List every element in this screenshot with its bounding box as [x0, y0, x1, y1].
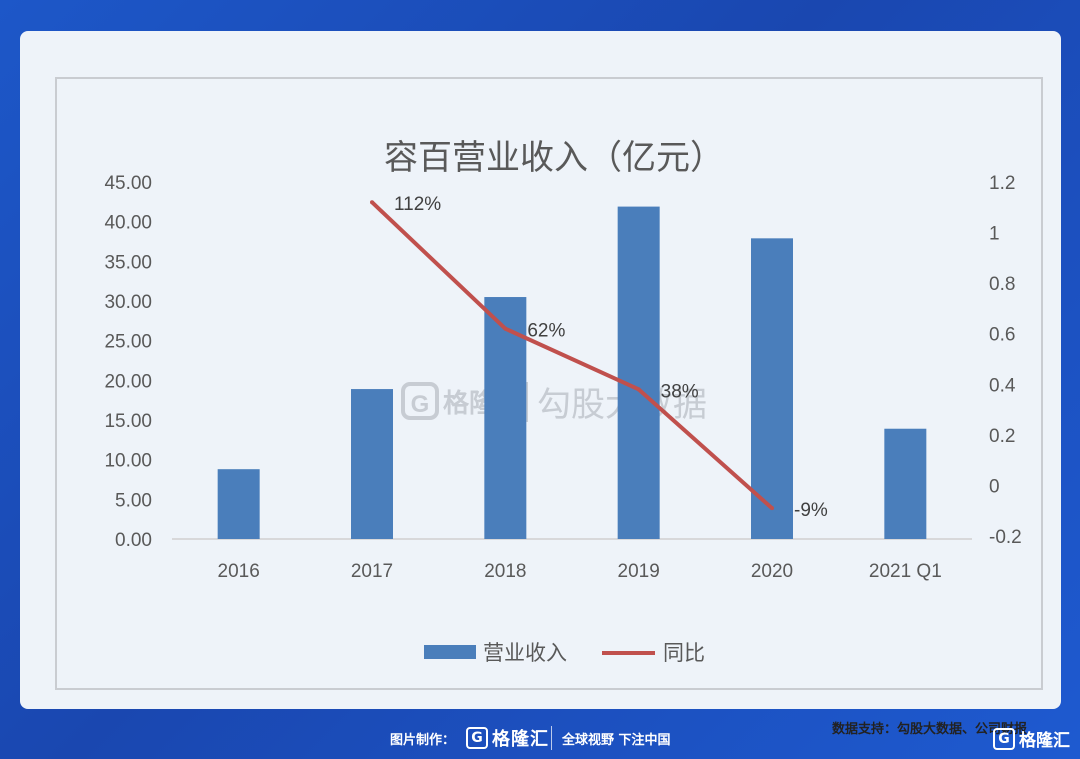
y-left-tick-label: 40.00 [104, 213, 152, 234]
legend-revenue-label: 营业收入 [483, 642, 567, 665]
footer-brand-name: 格隆汇 [492, 729, 549, 750]
legend-yoy-label: 同比 [663, 642, 705, 665]
y-left-tick-label: 20.00 [104, 371, 152, 392]
y-right-tick-label: 0.8 [989, 274, 1015, 295]
x-tick-label: 2019 [618, 561, 660, 582]
y-right-tick-label: 0.2 [989, 426, 1015, 447]
revenue-bar [351, 389, 393, 539]
y-left-tick-label: 0.00 [115, 530, 152, 551]
revenue-bar [751, 238, 793, 539]
y-right-tick-label: 1.2 [989, 173, 1015, 194]
revenue-bar [484, 297, 527, 539]
y-left-tick-label: 35.00 [104, 252, 152, 273]
footer-divider [551, 726, 552, 750]
y-left-tick-label: 25.00 [104, 332, 152, 353]
yoy-point [370, 200, 374, 205]
yoy-point [770, 506, 774, 511]
yoy-line [370, 200, 774, 510]
revenue-bar [217, 469, 260, 539]
yoy-data-label: -9% [794, 500, 828, 521]
y-left-tick-label: 10.00 [104, 451, 152, 472]
x-tick-label: 2020 [751, 561, 793, 582]
x-tick-label: 2016 [218, 561, 260, 582]
revenue-bar [884, 428, 927, 539]
watermark-logo-icon [401, 382, 439, 420]
yoy-point [503, 326, 508, 331]
y-right-tick-label: 1 [989, 224, 1000, 245]
corner-logo-icon: G [993, 727, 1015, 750]
corner-brand: G 格隆汇 [993, 726, 1070, 751]
revenue-bar [617, 206, 660, 539]
watermark-logo-letter: G [411, 391, 430, 418]
chart-card: 容百营业收入（亿元）G格隆汇勾股大数据0.005.0010.0015.0020.… [20, 31, 1061, 737]
corner-brand-name: 格隆汇 [1019, 731, 1070, 751]
footer-bar: 图片制作： G 格隆汇 全球视野 下注中国 G 格隆汇 [0, 718, 1080, 759]
y-left-tick-label: 30.00 [104, 292, 152, 313]
x-tick-label: 2017 [351, 561, 393, 582]
footer-brand: G 格隆汇 [466, 725, 549, 751]
yoy-point [636, 387, 641, 392]
chart-title: 容百营业收入（亿元） [384, 139, 724, 177]
revenue-chart: 容百营业收入（亿元）G格隆汇勾股大数据0.005.0010.0015.0020.… [104, 139, 1022, 665]
source-note: 数据支持：勾股大数据、公司财报 [831, 722, 1027, 737]
yoy-data-label: 62% [527, 321, 565, 342]
y-right-tick-label: 0 [989, 476, 1000, 497]
footer-slogan: 全球视野 下注中国 [562, 733, 671, 748]
yoy-data-label: 38% [661, 381, 699, 402]
y-right-tick-label: 0.6 [989, 325, 1015, 346]
y-left-tick-label: 5.00 [115, 490, 152, 511]
y-left-tick-label: 15.00 [104, 411, 152, 432]
legend-revenue-swatch [424, 645, 476, 659]
yoy-data-label: 112% [394, 194, 441, 215]
x-tick-label: 2018 [484, 561, 526, 582]
x-tick-label: 2021 Q1 [869, 561, 942, 582]
chart-frame: 容百营业收入（亿元）G格隆汇勾股大数据0.005.0010.0015.0020.… [55, 77, 1043, 690]
image-credit: 图片制作： [390, 733, 456, 748]
brand-logo-icon: G [466, 727, 488, 749]
y-right-tick-label: -0.2 [989, 527, 1022, 548]
y-right-tick-label: 0.4 [989, 375, 1016, 396]
y-left-tick-label: 45.00 [104, 173, 152, 194]
